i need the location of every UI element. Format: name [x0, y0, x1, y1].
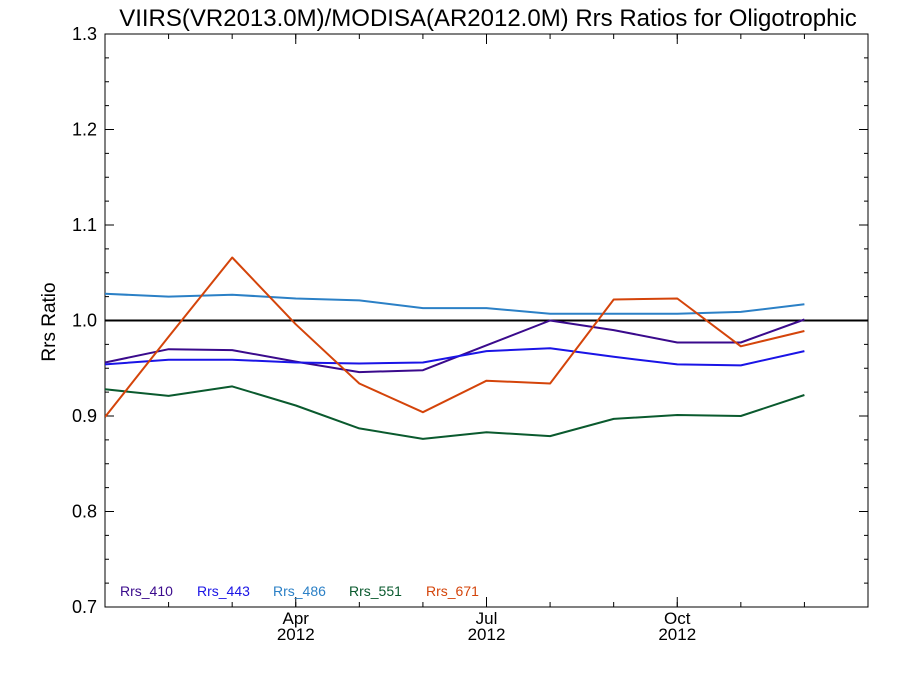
series-line-rrs-486 [105, 292, 805, 315]
legend-item-rrs-671: Rrs_671 [426, 583, 479, 599]
y-axis-label: Rrs Ratio [39, 282, 60, 361]
y-tick-label: 1.0 [72, 311, 97, 331]
series-line-rrs-671 [105, 256, 805, 418]
series-line-rrs-443 [105, 347, 805, 367]
chart-title: VIIRS(VR2013.0M)/MODISA(AR2012.0M) Rrs R… [119, 5, 857, 32]
legend-item-rrs-443: Rrs_443 [197, 583, 250, 599]
y-tick-label: 1.2 [72, 120, 97, 140]
y-tick-label: 0.7 [72, 597, 97, 617]
plot-area: 0.70.80.91.01.11.21.3Apr2012Jul2012Oct20… [72, 24, 869, 644]
y-tick-label: 0.8 [72, 502, 97, 522]
x-tick-label-month: Apr [283, 609, 310, 628]
x-tick-label-month: Oct [664, 609, 691, 628]
legend-item-rrs-410: Rrs_410 [120, 583, 173, 599]
x-tick-label-year: 2012 [658, 625, 696, 644]
x-tick-label-year: 2012 [277, 625, 315, 644]
series-line-rrs-551 [105, 385, 805, 440]
y-tick-label: 0.9 [72, 406, 97, 426]
y-tick-label: 1.1 [72, 215, 97, 235]
y-tick-label: 1.3 [72, 24, 97, 44]
legend-item-rrs-551: Rrs_551 [349, 583, 402, 599]
legend-item-rrs-486: Rrs_486 [273, 583, 326, 599]
x-tick-label-year: 2012 [468, 625, 506, 644]
x-tick-label-month: Jul [476, 609, 498, 628]
